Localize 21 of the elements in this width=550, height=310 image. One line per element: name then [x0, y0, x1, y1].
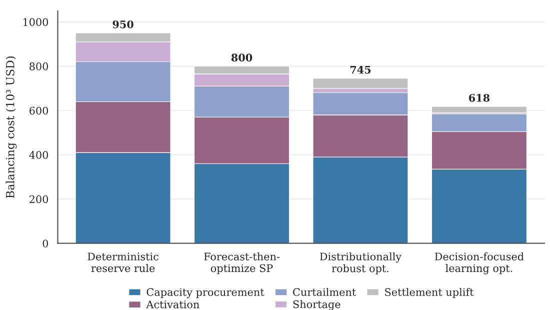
legend-label: Settlement uplift	[385, 288, 474, 298]
total-label: 618	[468, 94, 490, 102]
legend-label: Capacity procurement	[146, 288, 264, 298]
y-tick-label: 600	[30, 106, 48, 115]
y-axis-title: Balancing cost (10³ USD)	[6, 56, 17, 198]
legend-label: Activation	[146, 300, 200, 308]
y-tick-label: 800	[30, 62, 48, 70]
legend-label: Shortage	[293, 300, 340, 310]
y-tick-label: 0	[42, 240, 48, 248]
x-tick-label: Deterministic reserve rule	[88, 252, 158, 272]
x-tick-label: Decision-focused learning opt.	[434, 252, 524, 274]
x-tick-label: Distributionally robust opt.	[320, 252, 402, 274]
y-tick-label: 200	[30, 195, 48, 204]
total-label: 950	[112, 20, 134, 28]
bar	[312, 78, 408, 89]
total-label: 800	[231, 54, 252, 62]
legend-label: Curtailment	[293, 288, 356, 296]
total-label: 745	[350, 66, 371, 74]
x-tick-label: Forecast-then- optimize SP	[204, 252, 280, 274]
y-tick-label: 1000	[23, 18, 48, 26]
y-tick-label: 400	[29, 151, 48, 159]
